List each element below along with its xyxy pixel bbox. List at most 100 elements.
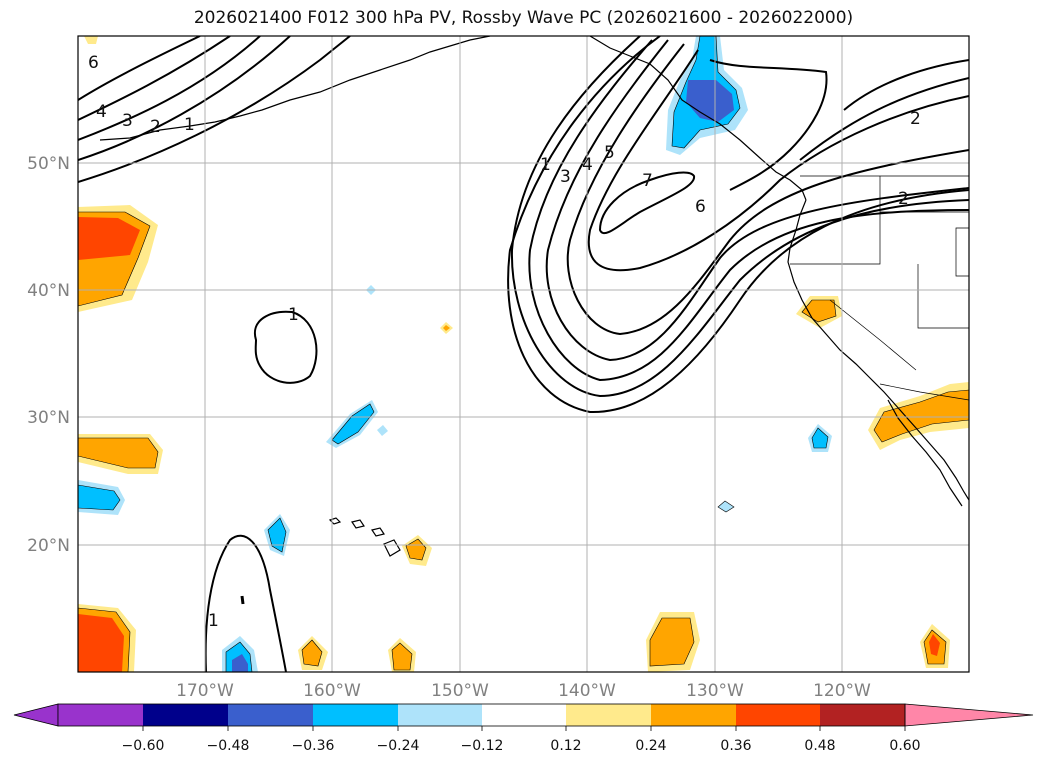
map-frame (77, 35, 970, 673)
colorbar-segment (566, 704, 651, 726)
pv-contour-line (510, 36, 969, 398)
colorbar-tick-label: 0.24 (635, 738, 666, 754)
colorbar-tick-label: −0.24 (377, 738, 420, 754)
contour-label: 1 (184, 115, 195, 135)
colorbar-tick-label: 0.48 (804, 738, 835, 754)
positive-anomaly-region (78, 437, 159, 469)
contour-label: 5 (604, 143, 615, 163)
contour-labels: 6 4 3 2 1 1 3 4 5 7 6 2 2 1 1 (88, 53, 921, 631)
latitude-labels: 50°N 40°N 30°N 20°N (27, 154, 70, 556)
colorbar-extend-min-arrow (13, 703, 59, 727)
hawaii-islands (328, 517, 401, 557)
lon-label: 150°W (431, 681, 489, 701)
contour-label: 1 (288, 305, 299, 325)
positive-anomaly-region (301, 639, 323, 667)
lat-label: 50°N (27, 154, 70, 174)
pv-contour-line (598, 171, 696, 235)
pv-contour-line (587, 49, 969, 272)
contour-label: 1 (208, 611, 219, 631)
contour-label: 3 (560, 167, 571, 187)
strong-negative-anomaly-region (232, 654, 248, 672)
contour-label: 3 (122, 111, 133, 131)
colorbar-outline (57, 703, 906, 727)
pv-contour-line (204, 534, 287, 672)
negative-anomaly-region (717, 500, 735, 513)
lon-label: 160°W (303, 681, 361, 701)
lat-label: 40°N (27, 281, 70, 301)
pv-contour-line (78, 36, 261, 141)
colorbar-segment (58, 704, 143, 726)
negative-anomaly-region (377, 425, 388, 436)
us-mexico-border (879, 383, 969, 401)
colorbar-segment (228, 704, 313, 726)
alaska-coastline (99, 36, 491, 141)
longitude-labels: 170°W 160°W 150°W 140°W 130°W 120°W (176, 681, 871, 701)
lon-label: 140°W (558, 681, 616, 701)
baja-california-coastline (887, 399, 963, 507)
strong-positive-anomaly-region (78, 217, 140, 260)
colorbar-tick-label: −0.36 (292, 738, 335, 754)
colorbar-tick-label: 0.36 (720, 738, 751, 754)
negative-anomaly-region (811, 427, 829, 449)
lon-label: 170°W (176, 681, 234, 701)
political-borders (790, 175, 969, 401)
pv-contour-line (709, 59, 828, 191)
pv-contour-line (78, 36, 291, 161)
lat-label: 20°N (27, 536, 70, 556)
pv-contour-line (78, 36, 231, 121)
positive-anomaly-region (391, 642, 413, 671)
colorbar-segment (820, 704, 905, 726)
lat-label: 30°N (27, 408, 70, 428)
colorbar-extend-max-arrow (904, 703, 1034, 727)
pv-contours (78, 36, 969, 672)
pv-contour-line (545, 39, 969, 362)
pv-contour-line (78, 36, 201, 101)
colorbar-segment (398, 704, 482, 726)
positive-anomaly-region (443, 325, 450, 331)
california-interior-border (829, 299, 917, 371)
contour-label: 4 (582, 155, 593, 175)
contour-label: 6 (695, 197, 706, 217)
colorbar-tick-label: −0.48 (207, 738, 250, 754)
colorbar-tick-label: 0.12 (550, 738, 581, 754)
pv-contour-line (799, 77, 969, 161)
colorbar-segment (143, 704, 228, 726)
state-borders (790, 176, 969, 329)
positive-anomaly-region (873, 389, 969, 443)
colorbar-tick-labels: −0.60 −0.48 −0.36 −0.24 −0.12 0.12 0.24 … (122, 738, 921, 754)
colorbar-tick-label: 0.60 (889, 738, 920, 754)
pv-contour-line (253, 310, 318, 384)
pv-contour-line (507, 36, 969, 414)
colorbar-segment (313, 704, 398, 726)
contour-label: 7 (642, 171, 653, 191)
pv-contour-line (566, 43, 969, 336)
colorbar-tick-label: −0.60 (122, 738, 165, 754)
north-america-west-coast (787, 199, 969, 501)
negative-anomaly-region (267, 517, 287, 553)
strong-positive-anomaly-region (78, 614, 124, 672)
contour-label: 4 (96, 102, 107, 122)
contour-label: 6 (88, 53, 99, 73)
contour-label: 2 (910, 109, 921, 129)
pv-contour-line (240, 595, 245, 605)
colorbar-ticks (142, 726, 906, 731)
positive-anomaly-region (84, 36, 98, 44)
graticule (78, 36, 969, 672)
positive-anomaly-region (405, 538, 427, 561)
lon-label: 120°W (813, 681, 871, 701)
strong-positive-anomaly-region (929, 634, 940, 656)
pv-contour-line (528, 39, 969, 382)
negative-anomaly-region (331, 403, 375, 445)
contour-label: 2 (150, 117, 161, 137)
chart-title: 2026021400 F012 300 hPa PV, Rossby Wave … (193, 8, 854, 28)
colorbar: −0.60 −0.48 −0.36 −0.24 −0.12 0.12 0.24 … (13, 703, 1034, 754)
colorbar-tick-label: −0.12 (461, 738, 504, 754)
colorbar-segment (651, 704, 736, 726)
strong-negative-anomaly-region (686, 80, 734, 122)
positive-anomaly-region (649, 617, 695, 667)
contour-label: 2 (898, 189, 909, 209)
contour-label: 1 (540, 155, 551, 175)
lon-label: 130°W (686, 681, 744, 701)
pv-contour-line (843, 59, 969, 111)
